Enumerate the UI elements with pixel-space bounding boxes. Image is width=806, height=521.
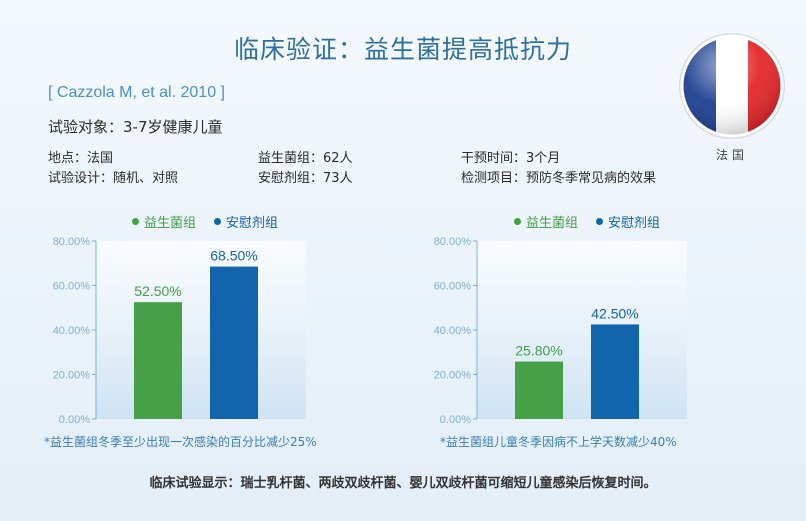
y-tick-label: 0.00% bbox=[440, 414, 471, 426]
bar-placebo bbox=[210, 266, 258, 419]
legend-label: 益生菌组 bbox=[144, 216, 197, 231]
flag-label: 法国 bbox=[715, 148, 748, 162]
data-label: 25.80% bbox=[515, 343, 562, 359]
legend-dot-icon bbox=[596, 218, 604, 225]
info-outcome: 检测项目：预防冬季常见病的效果 bbox=[461, 171, 657, 186]
y-tick-label: 40.00% bbox=[53, 325, 91, 337]
data-label: 42.50% bbox=[591, 305, 638, 321]
conclusion-text: 临床试验显示：瑞士乳杆菌、两歧双歧杆菌、婴儿双歧杆菌可缩短儿童感染后恢复时间。 bbox=[149, 476, 657, 491]
data-label: 52.50% bbox=[134, 283, 181, 299]
info-location: 地点：法国 bbox=[48, 151, 114, 166]
y-tick-label: 20.00% bbox=[434, 370, 472, 382]
chart-1: 0.00% 20.00% 40.00% 60.00% 80.00% 52.50% 68.50… bbox=[40, 232, 320, 432]
y-tick-label: 0.00% bbox=[59, 414, 90, 426]
plot-area bbox=[477, 241, 687, 419]
chart1-footnote: *益生菌组冬季至少出现一次感染的百分比减少25% bbox=[44, 435, 317, 449]
legend-dot-icon bbox=[132, 218, 139, 225]
legend-item-probiotic: 益生菌组 bbox=[514, 212, 578, 231]
legend-item-placebo: 安慰剂组 bbox=[214, 212, 278, 231]
info-design: 试验设计：随机、对照 bbox=[48, 171, 179, 186]
y-tick-label: 80.00% bbox=[53, 236, 91, 248]
data-label: 68.50% bbox=[210, 248, 257, 264]
legend-label: 益生菌组 bbox=[526, 216, 579, 231]
bar-probiotic bbox=[515, 361, 563, 419]
y-tick-label: 60.00% bbox=[53, 281, 91, 293]
legend-dot-icon bbox=[514, 218, 521, 225]
info-probiotic-group: 益生菌组：62人 bbox=[258, 151, 353, 166]
legend-item-placebo: 安慰剂组 bbox=[596, 212, 660, 231]
chart1-legend: 益生菌组 安慰剂组 bbox=[132, 212, 278, 231]
france-flag-icon bbox=[678, 32, 786, 140]
citation: [ Cazzola M, et al. 2010 ] bbox=[48, 84, 225, 101]
chart2-legend: 益生菌组 安慰剂组 bbox=[514, 212, 660, 231]
chart2-footnote: *益生菌组儿童冬季因病不上学天数减少40% bbox=[440, 435, 677, 449]
legend-item-probiotic: 益生菌组 bbox=[132, 212, 196, 231]
legend-label: 安慰剂组 bbox=[608, 216, 661, 231]
legend-dot-icon bbox=[214, 218, 222, 225]
bar-probiotic bbox=[134, 302, 182, 419]
chart-2: 0.00% 20.00% 40.00% 60.00% 80.00% 25.80% 42.50… bbox=[421, 232, 701, 432]
info-placebo-group: 安慰剂组：73人 bbox=[258, 171, 353, 186]
info-duration: 干预时间：3个月 bbox=[461, 151, 561, 166]
y-tick-label: 80.00% bbox=[434, 236, 472, 248]
page-title: 临床验证：益生菌提高抵抗力 bbox=[233, 35, 572, 64]
y-tick-label: 40.00% bbox=[434, 325, 472, 337]
bar-placebo bbox=[591, 324, 639, 419]
plot-area bbox=[96, 241, 306, 419]
y-tick-label: 20.00% bbox=[53, 370, 91, 382]
trial-subject: 试验对象：3-7岁健康儿童 bbox=[48, 118, 223, 136]
y-tick-label: 60.00% bbox=[434, 281, 472, 293]
legend-label: 安慰剂组 bbox=[226, 216, 279, 231]
